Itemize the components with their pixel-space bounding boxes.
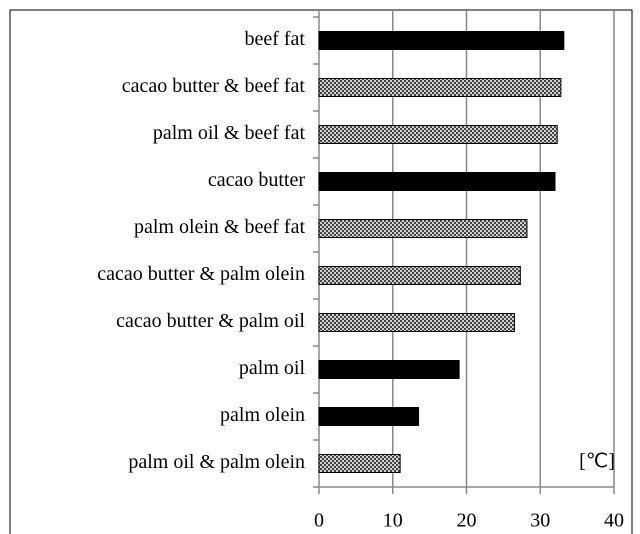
bar — [318, 454, 401, 473]
x-tick-label: 20 — [457, 510, 477, 532]
bar — [318, 360, 460, 379]
y-tick-label: cacao butter & palm oil — [116, 310, 305, 332]
y-tick-label: cacao butter & palm olein — [97, 263, 305, 285]
x-tick-label: 30 — [530, 510, 550, 532]
y-tick-label: palm oil & palm olein — [128, 451, 305, 473]
bar — [318, 313, 515, 332]
bar — [318, 172, 556, 191]
bar — [318, 407, 420, 426]
bar — [318, 31, 565, 50]
bar — [318, 266, 521, 285]
bar — [318, 78, 562, 97]
y-tick-label: palm oil & beef fat — [153, 122, 306, 144]
bar — [318, 219, 528, 238]
x-tick-label: 40 — [604, 510, 624, 532]
y-tick-label: palm oil — [239, 357, 306, 379]
bar — [318, 125, 558, 144]
y-tick-label: palm olein & beef fat — [134, 216, 305, 238]
y-tick-label: beef fat — [244, 28, 305, 50]
frame — [9, 9, 633, 534]
y-tick-label: cacao butter — [208, 169, 305, 191]
x-tick-label: 0 — [314, 510, 324, 532]
y-tick-label: cacao butter & beef fat — [122, 75, 306, 97]
x-tick-label: 10 — [383, 510, 403, 532]
unit-label: [℃] — [579, 451, 615, 473]
y-tick-label: palm olein — [220, 404, 305, 426]
